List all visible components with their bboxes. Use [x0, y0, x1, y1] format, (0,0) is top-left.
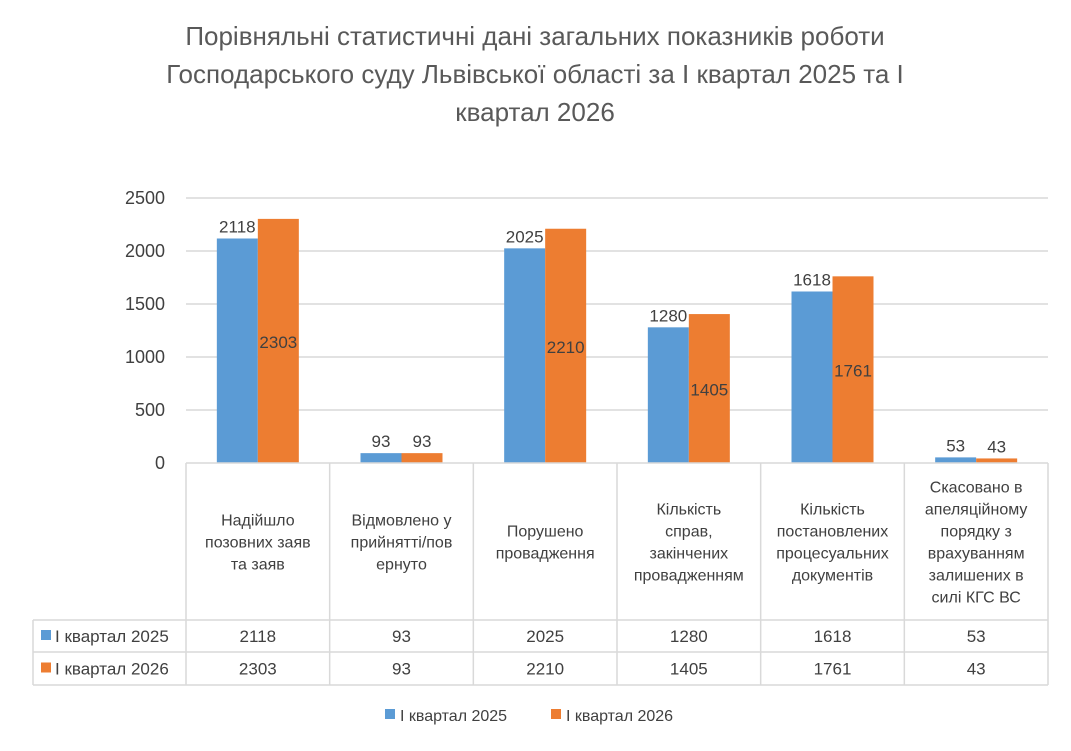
- table-cell: 53: [967, 627, 986, 646]
- table-cell: 2025: [526, 627, 564, 646]
- table-cell: 2210: [526, 660, 564, 679]
- table-cell: 1280: [670, 627, 708, 646]
- category-label: Кількість: [800, 502, 865, 519]
- chart-title-line: Порівняльні статистичні дані загальних п…: [185, 21, 884, 51]
- table-cell: 1618: [814, 627, 852, 646]
- data-label: 1618: [793, 270, 831, 289]
- table-cell: 1761: [814, 660, 852, 679]
- chart-title-line: квартал 2026: [455, 97, 615, 127]
- chart-title-line: Господарського суду Львівської області з…: [166, 59, 904, 89]
- table-cell: 43: [967, 660, 986, 679]
- legend-label: I квартал 2026: [566, 708, 673, 725]
- data-label: 53: [946, 436, 965, 455]
- legend-label: I квартал 2025: [400, 708, 507, 725]
- category-label: Скасовано в: [930, 480, 1023, 497]
- bar-2025: [504, 248, 546, 463]
- bar-2025: [216, 238, 258, 463]
- category-label: силі КГС ВС: [932, 590, 1021, 607]
- data-label: 2303: [259, 333, 297, 352]
- data-label: 2210: [547, 338, 585, 357]
- y-tick-label: 2000: [125, 241, 165, 261]
- bar-2026: [401, 453, 443, 463]
- data-label: 1405: [690, 381, 728, 400]
- category-label: залишених в: [929, 568, 1024, 585]
- category-label: Порушено: [507, 524, 584, 541]
- table-cell: 93: [392, 660, 411, 679]
- bar-2026: [976, 458, 1018, 463]
- category-label: та заяв: [231, 557, 285, 574]
- bar-2025: [647, 327, 689, 463]
- category-label: ернуто: [376, 557, 427, 574]
- table-cell: 2303: [239, 660, 277, 679]
- bar-2025: [935, 457, 977, 463]
- category-label: врахуванням: [928, 546, 1025, 563]
- y-tick-label: 2500: [125, 188, 165, 208]
- y-tick-label: 1000: [125, 347, 165, 367]
- bar-2026: [832, 276, 874, 463]
- legend-key-2026: [41, 662, 51, 673]
- legend-swatch: [385, 709, 395, 719]
- data-label: 2025: [506, 227, 544, 246]
- bar-2026: [257, 218, 299, 463]
- y-tick-label: 0: [155, 453, 165, 473]
- category-label: провадження: [496, 546, 595, 563]
- data-label: 2118: [219, 217, 256, 236]
- table-series-name: I квартал 2026: [55, 660, 169, 679]
- category-label: апеляційному: [925, 502, 1028, 519]
- category-label: постановлених: [777, 524, 888, 541]
- bar-2026: [688, 314, 730, 463]
- data-label: 1280: [649, 306, 687, 325]
- category-label: документів: [792, 568, 873, 585]
- data-label: 93: [372, 432, 391, 451]
- data-label: 93: [413, 432, 432, 451]
- category-label: позовних заяв: [205, 535, 311, 552]
- bar-2026: [545, 228, 587, 463]
- category-label: порядку з: [941, 524, 1012, 541]
- table-cell: 1405: [670, 660, 708, 679]
- bar-2025: [360, 453, 402, 463]
- category-label: Відмовлено у: [351, 513, 451, 530]
- data-label: 1761: [834, 362, 872, 381]
- table-series-name: I квартал 2025: [55, 627, 169, 646]
- category-label: провадженням: [634, 568, 744, 585]
- category-label: процесуальних: [776, 546, 889, 563]
- bar-2025: [791, 291, 833, 463]
- category-label: справ,: [665, 524, 712, 541]
- category-label: закінчених: [650, 546, 729, 563]
- y-tick-label: 1500: [125, 294, 165, 314]
- legend-key-2025: [41, 630, 51, 640]
- data-label: 43: [987, 437, 1006, 456]
- table-cell: 2118: [240, 627, 277, 646]
- table-cell: 93: [392, 627, 411, 646]
- category-label: Надійшло: [221, 513, 295, 530]
- category-label: Кількість: [656, 502, 721, 519]
- category-label: прийнятті/пов: [351, 535, 453, 552]
- y-tick-label: 500: [135, 400, 165, 420]
- legend-swatch: [551, 709, 561, 719]
